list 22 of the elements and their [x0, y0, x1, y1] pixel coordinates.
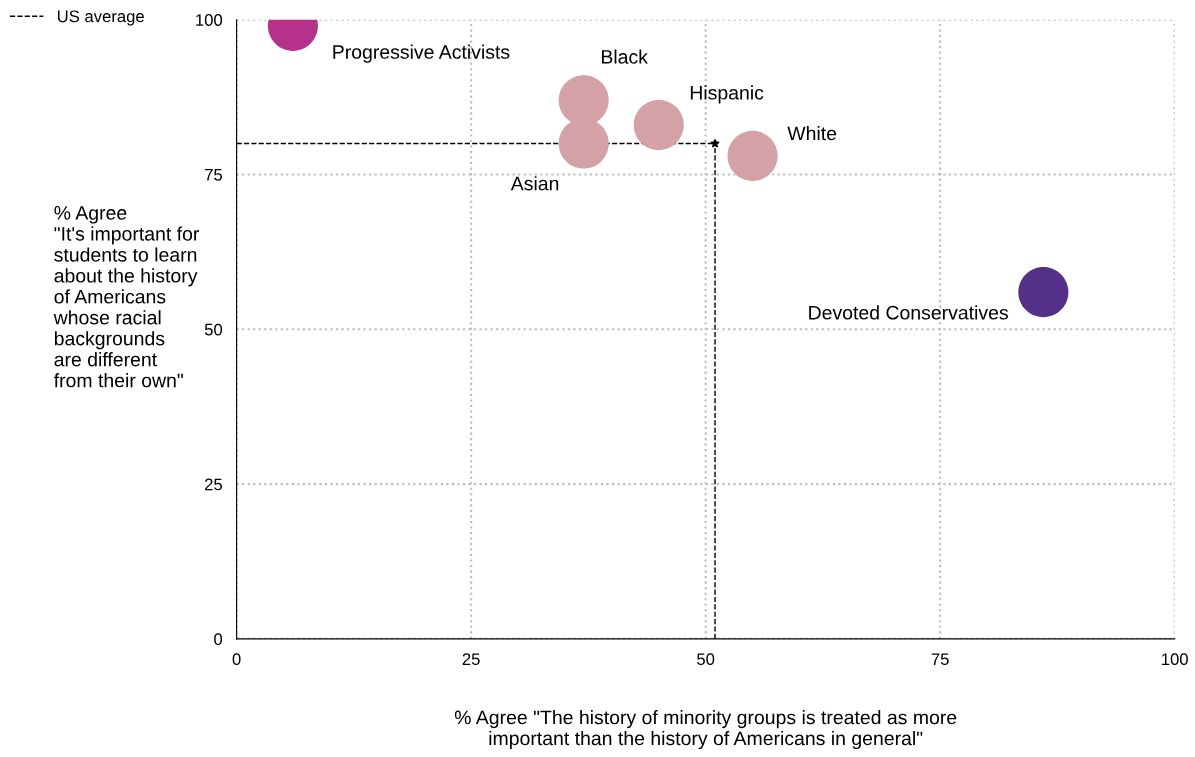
point	[633, 99, 684, 150]
series-label: Black	[601, 49, 648, 64]
y-tick-label: 0	[214, 633, 223, 646]
x-axis-title: % Agree "The history of minority groups is treated as more important than the history of Americans in general"	[454, 710, 957, 750]
series-label: Progressive Activists	[333, 44, 510, 63]
x-tick-label: 0	[232, 653, 241, 666]
y-tick-label: 75	[205, 169, 223, 181]
point	[1018, 267, 1069, 318]
series-label: Devoted Conservatives	[809, 305, 1008, 320]
series-label: White	[787, 126, 837, 141]
legend-label: US average	[57, 10, 144, 26]
x-tick-label: 100	[1162, 653, 1188, 666]
y-tick-label: 25	[205, 478, 223, 491]
x-tick-label: 50	[697, 653, 715, 666]
series-label: Hispanic	[690, 85, 764, 104]
x-tick-label: 75	[931, 653, 949, 666]
x-tick-label: 25	[462, 653, 480, 666]
y-tick-label: 50	[204, 323, 223, 336]
text: % Agree "It's important for students to learn about the history of Americans whose racial backgrounds are different from their own"	[53, 206, 200, 388]
point	[727, 130, 778, 181]
y-tick-label: 100	[196, 14, 223, 26]
series-label: Asian	[510, 176, 559, 191]
